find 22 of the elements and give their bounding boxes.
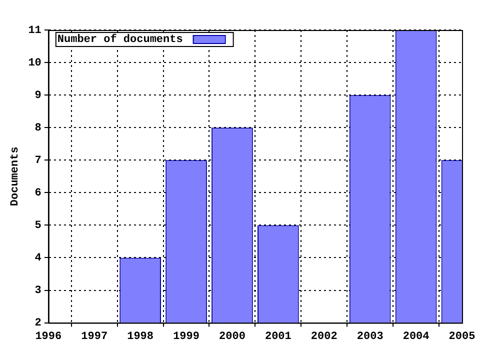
y-tick-label: 8: [34, 122, 42, 134]
x-tick-label: 1998: [127, 331, 154, 344]
y-tick-label: 11: [28, 24, 42, 37]
y-tick-label: 10: [28, 57, 42, 70]
x-tick-label: 2003: [356, 331, 384, 344]
y-tick-label: 3: [34, 285, 42, 298]
x-tick-label: 2001: [264, 331, 292, 344]
x-tick-label: 2002: [310, 331, 338, 344]
legend-label: Number of documents: [57, 32, 183, 46]
y-axis-title: Documents: [9, 146, 22, 206]
y-tick-label: 5: [34, 220, 42, 232]
x-tick-label: 2000: [219, 331, 246, 344]
x-tick-label: 2005: [448, 331, 476, 344]
x-tick-label: 1997: [81, 331, 108, 344]
x-tick-label: 1996: [35, 331, 62, 344]
y-tick-label: 2: [34, 318, 42, 330]
y-tick-label: 6: [34, 187, 42, 200]
y-tick-label: 7: [34, 154, 42, 167]
y-tick-label: 9: [34, 90, 42, 102]
x-tick-label: 1999: [173, 331, 200, 344]
x-tick-label: 2004: [402, 331, 430, 344]
y-tick-label: 4: [34, 252, 42, 264]
